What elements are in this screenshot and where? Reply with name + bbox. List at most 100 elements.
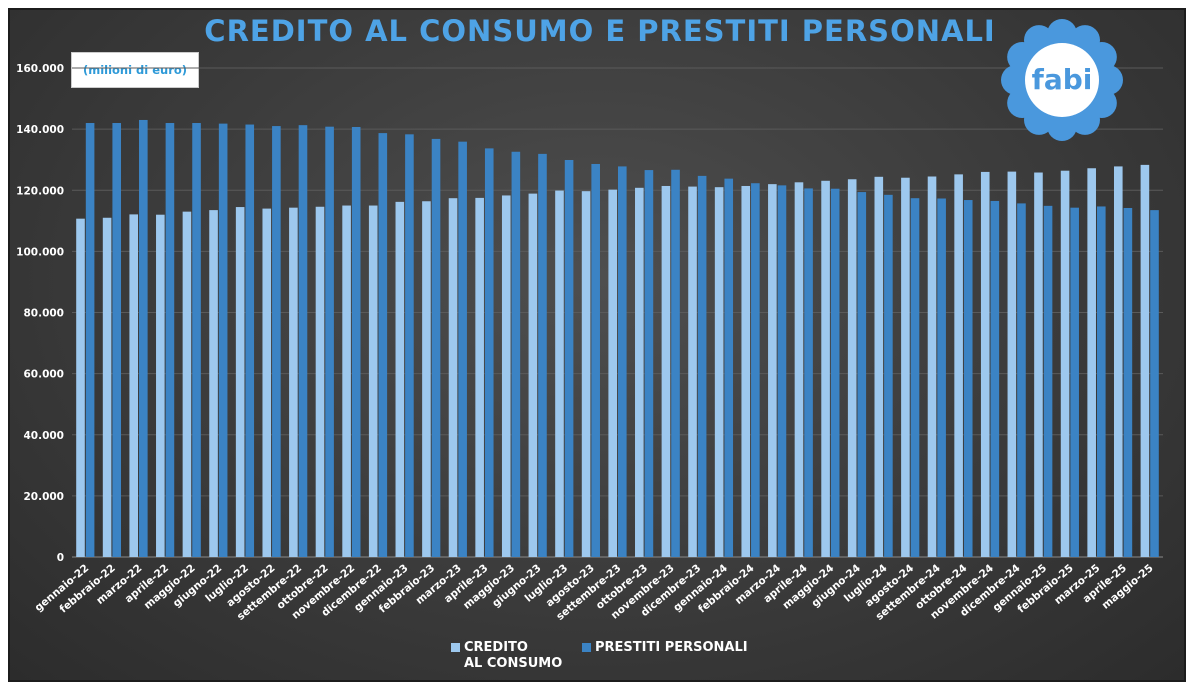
bar-credito <box>714 187 724 557</box>
y-tick-label: 60.000 <box>23 369 64 381</box>
bar-credito <box>262 208 272 557</box>
bar-prestiti <box>990 200 1000 557</box>
y-tick-label: 20.000 <box>23 491 64 503</box>
bar-credito <box>342 205 351 557</box>
bar-prestiti <box>644 170 654 557</box>
y-tick-label: 140.000 <box>16 124 64 136</box>
bar-credito <box>821 180 830 557</box>
y-tick-label: 80.000 <box>23 308 64 320</box>
bar-prestiti <box>218 123 228 558</box>
bar-prestiti <box>431 138 441 557</box>
bar-prestiti <box>618 166 627 557</box>
legend: CREDITO AL CONSUMO PRESTITI PERSONALI <box>0 640 1200 680</box>
bar-prestiti <box>192 123 201 557</box>
bar-credito <box>847 179 857 557</box>
bar-credito <box>794 182 804 558</box>
bar-credito <box>874 176 884 558</box>
legend-swatch-credito <box>451 643 460 652</box>
bar-credito <box>1087 168 1096 557</box>
y-tick-label: 100.000 <box>16 246 64 258</box>
bar-prestiti <box>937 198 946 557</box>
bar-prestiti <box>325 126 334 558</box>
bar-credito <box>156 214 165 557</box>
bar-credito <box>289 207 298 558</box>
bar-credito <box>1140 164 1150 557</box>
bar-credito <box>1113 166 1123 557</box>
bar-prestiti <box>724 178 734 557</box>
bar-prestiti <box>564 159 574 558</box>
bar-prestiti <box>1096 206 1106 557</box>
bar-credito <box>768 184 777 557</box>
bar-prestiti <box>777 185 787 558</box>
bar-credito <box>581 191 591 558</box>
bar-prestiti <box>298 125 308 558</box>
bar-credito <box>235 207 245 557</box>
bar-prestiti <box>538 153 547 557</box>
bar-prestiti <box>165 123 175 557</box>
bar-credito <box>448 198 458 557</box>
bar-prestiti <box>85 123 95 557</box>
bar-prestiti <box>591 163 600 557</box>
y-tick-label: 0 <box>57 552 64 564</box>
bar-credito <box>688 186 697 557</box>
bar-prestiti <box>112 123 122 557</box>
y-tick-label: 40.000 <box>23 430 64 442</box>
bars <box>76 119 1159 558</box>
bar-prestiti <box>139 119 148 558</box>
bar-prestiti <box>351 126 361 558</box>
bar-credito <box>129 214 139 557</box>
bar-credito <box>608 189 617 557</box>
bar-prestiti <box>884 194 893 557</box>
bar-credito <box>1060 170 1070 557</box>
bar-prestiti <box>484 148 494 557</box>
logo-text: fabi <box>1032 63 1093 96</box>
bar-credito <box>901 177 910 557</box>
bar-prestiti <box>671 169 680 557</box>
bar-credito <box>980 171 990 557</box>
legend-label-prestiti: PRESTITI PERSONALI <box>595 640 748 655</box>
bar-credito <box>661 185 671 557</box>
bar-credito <box>555 190 564 557</box>
bar-credito <box>741 185 751 557</box>
bar-credito <box>528 193 538 558</box>
legend-item-credito[interactable]: CREDITO AL CONSUMO <box>451 640 562 672</box>
bar-prestiti <box>751 183 760 557</box>
bar-credito <box>501 195 511 557</box>
bar-prestiti <box>405 134 414 557</box>
fabi-logo: fabi <box>1001 19 1123 141</box>
bar-prestiti <box>272 126 281 557</box>
legend-item-prestiti[interactable]: PRESTITI PERSONALI <box>582 640 748 656</box>
bar-prestiti <box>1017 203 1026 557</box>
bar-prestiti <box>1123 207 1133 558</box>
bar-prestiti <box>1043 205 1053 557</box>
bar-credito <box>954 174 963 558</box>
bar-prestiti <box>830 188 840 557</box>
legend-swatch-prestiti <box>582 643 591 652</box>
unit-label: (milioni di euro) <box>71 52 199 88</box>
legend-label-credito: CREDITO AL CONSUMO <box>464 640 563 671</box>
bar-credito <box>475 197 484 557</box>
bar-prestiti <box>378 133 388 557</box>
bar-prestiti <box>1150 210 1159 557</box>
bar-prestiti <box>458 141 467 557</box>
bar-prestiti <box>963 200 973 557</box>
bar-credito <box>1007 171 1017 558</box>
bar-prestiti <box>697 175 707 557</box>
y-tick-label: 120.000 <box>16 185 64 197</box>
bar-credito <box>422 201 431 557</box>
y-axis: 0 20.000 40.000 60.000 80.000 100.000 120.000 1… <box>16 63 64 564</box>
y-tick-label: 160.000 <box>16 63 64 75</box>
bar-credito <box>209 210 218 557</box>
bar-credito <box>1034 172 1043 557</box>
bar-credito <box>395 201 405 558</box>
bar-credito <box>927 176 937 557</box>
bar-prestiti <box>245 124 255 557</box>
logo-center <box>1025 43 1099 117</box>
bar-credito <box>76 218 85 558</box>
bar-prestiti <box>857 192 867 557</box>
bar-credito <box>315 206 325 557</box>
bar-prestiti <box>910 198 920 557</box>
bar-prestiti <box>1070 207 1079 558</box>
bar-credito <box>102 217 112 557</box>
